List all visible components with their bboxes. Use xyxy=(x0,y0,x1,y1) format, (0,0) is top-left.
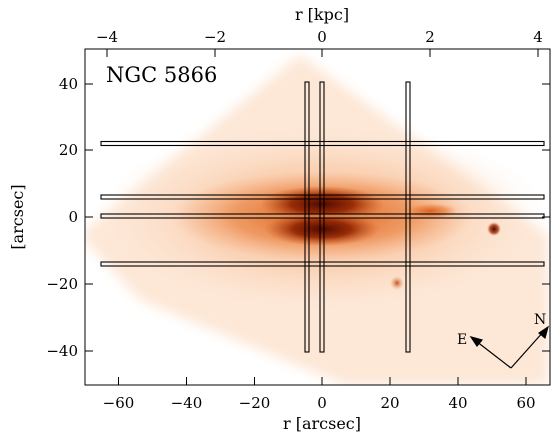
object-name-label: NGC 5866 xyxy=(106,63,217,87)
slit-vertical xyxy=(405,81,411,353)
x-bottom-tick-label: 40 xyxy=(448,394,467,412)
y-tick-label: 40 xyxy=(59,75,78,93)
x-top-tick-label: 2 xyxy=(425,28,435,46)
y-tick-label: −20 xyxy=(46,275,78,293)
galaxy-bulge-lower xyxy=(264,212,380,246)
x-top-tick-label: 0 xyxy=(317,28,327,46)
orientation-compass xyxy=(469,325,550,369)
dust-lane xyxy=(230,214,430,218)
x-bottom-tick-label: −40 xyxy=(171,394,203,412)
slit-horizontal xyxy=(100,213,545,219)
x-top-tick-label: 4 xyxy=(533,28,543,46)
y-ticks xyxy=(85,83,550,352)
x-axis-top-title: r [kpc] xyxy=(295,5,349,24)
x-top-tick-label: −2 xyxy=(204,28,226,46)
slit-horizontal xyxy=(100,140,545,147)
y-tick-label: −40 xyxy=(46,342,78,360)
slit-vertical xyxy=(319,81,325,353)
x-bottom-tick-label: 60 xyxy=(516,394,535,412)
galaxy-image xyxy=(85,49,550,385)
compact-source xyxy=(390,276,404,290)
x-top-ticks xyxy=(106,49,539,57)
x-axis-bottom-title: r [arcsec] xyxy=(283,414,361,433)
slit-horizontal xyxy=(100,194,545,200)
compass-east-label: E xyxy=(457,332,467,348)
x-bottom-tick-label: 20 xyxy=(380,394,399,412)
x-bottom-tick-label: 0 xyxy=(317,394,327,412)
slit-horizontal xyxy=(100,261,545,267)
x-bottom-tick-label: −20 xyxy=(239,394,271,412)
compass-north-label: N xyxy=(534,312,546,328)
slit-vertical xyxy=(304,81,310,353)
x-bottom-tick-label: −60 xyxy=(103,394,135,412)
y-tick-label: 20 xyxy=(59,141,78,159)
x-top-tick-label: −4 xyxy=(96,28,118,46)
y-axis-title: [arcsec] xyxy=(8,184,27,249)
x-bottom-ticks xyxy=(118,377,527,385)
compact-source xyxy=(487,222,501,236)
y-tick-label: 0 xyxy=(68,208,78,226)
